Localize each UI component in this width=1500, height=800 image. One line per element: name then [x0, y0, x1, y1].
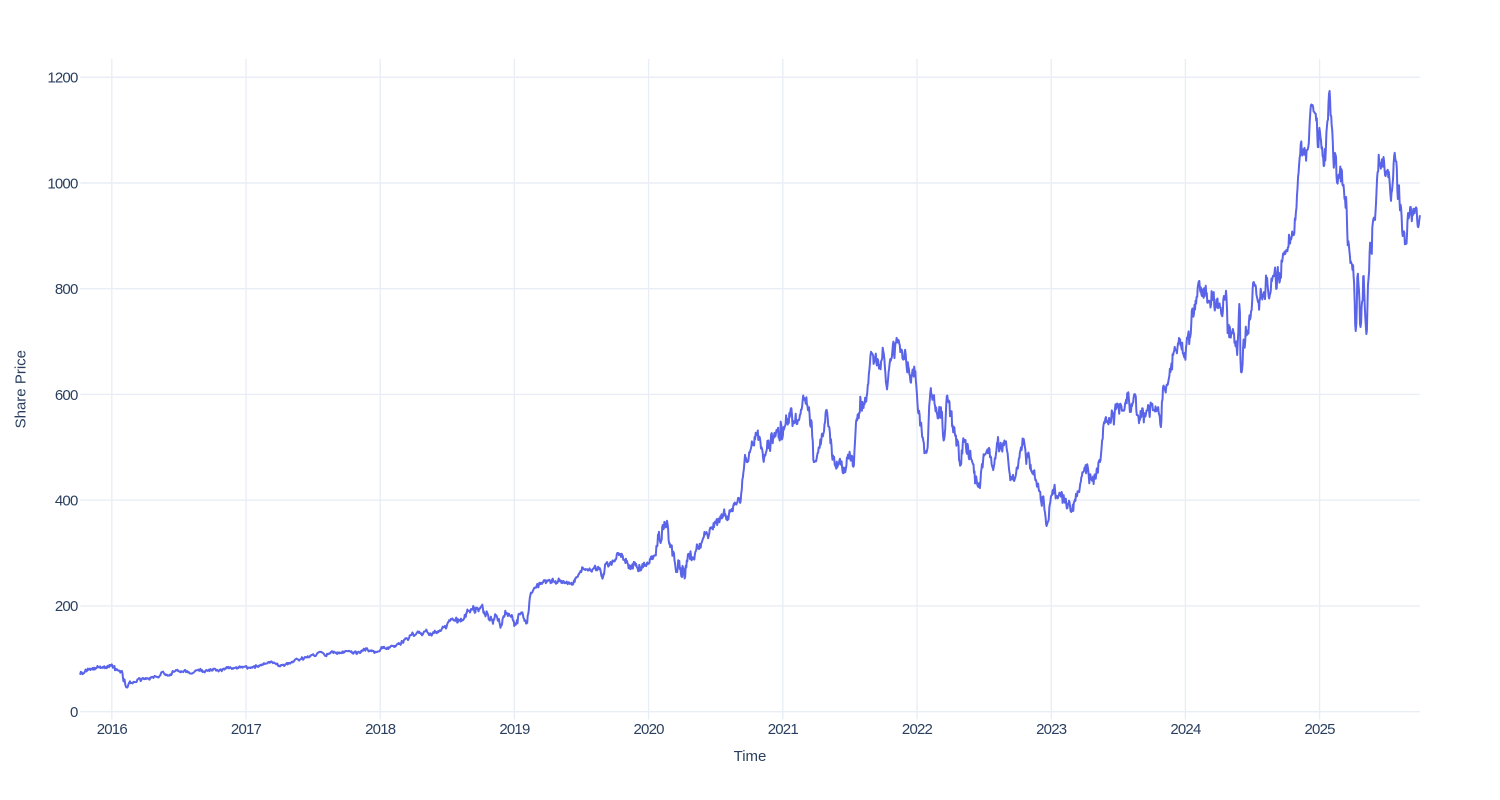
svg-text:1000: 1000 [47, 175, 78, 192]
svg-text:Share Price: Share Price [12, 350, 29, 428]
svg-text:2020: 2020 [634, 721, 665, 738]
svg-text:2025: 2025 [1305, 721, 1336, 738]
svg-text:600: 600 [55, 387, 78, 404]
svg-text:2019: 2019 [499, 721, 530, 738]
svg-text:2024: 2024 [1170, 721, 1201, 738]
svg-text:400: 400 [55, 493, 78, 510]
svg-text:2022: 2022 [902, 721, 933, 738]
svg-text:0: 0 [70, 704, 78, 721]
svg-text:2016: 2016 [97, 721, 128, 738]
svg-text:Time: Time [734, 748, 767, 765]
svg-text:2023: 2023 [1036, 721, 1067, 738]
svg-text:1200: 1200 [47, 70, 78, 87]
svg-text:2021: 2021 [768, 721, 799, 738]
svg-text:800: 800 [55, 281, 78, 298]
svg-text:200: 200 [55, 598, 78, 615]
svg-text:2017: 2017 [231, 721, 262, 738]
svg-text:2018: 2018 [365, 721, 396, 738]
